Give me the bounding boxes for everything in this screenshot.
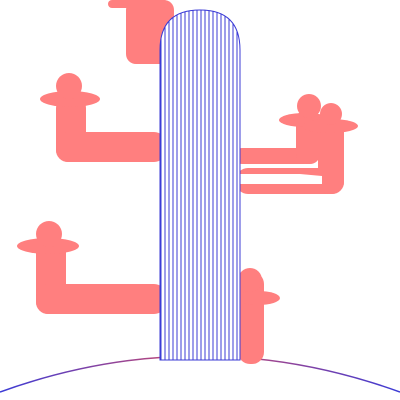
cactus-arm-far-right bbox=[236, 103, 358, 194]
cactus-arm-upper-left bbox=[40, 73, 166, 162]
ground-curve bbox=[0, 355, 400, 393]
cactus-trunk bbox=[159, 9, 241, 361]
cactus-arm-lower-right bbox=[236, 268, 280, 364]
cactus-arm-lower-left bbox=[17, 221, 166, 314]
